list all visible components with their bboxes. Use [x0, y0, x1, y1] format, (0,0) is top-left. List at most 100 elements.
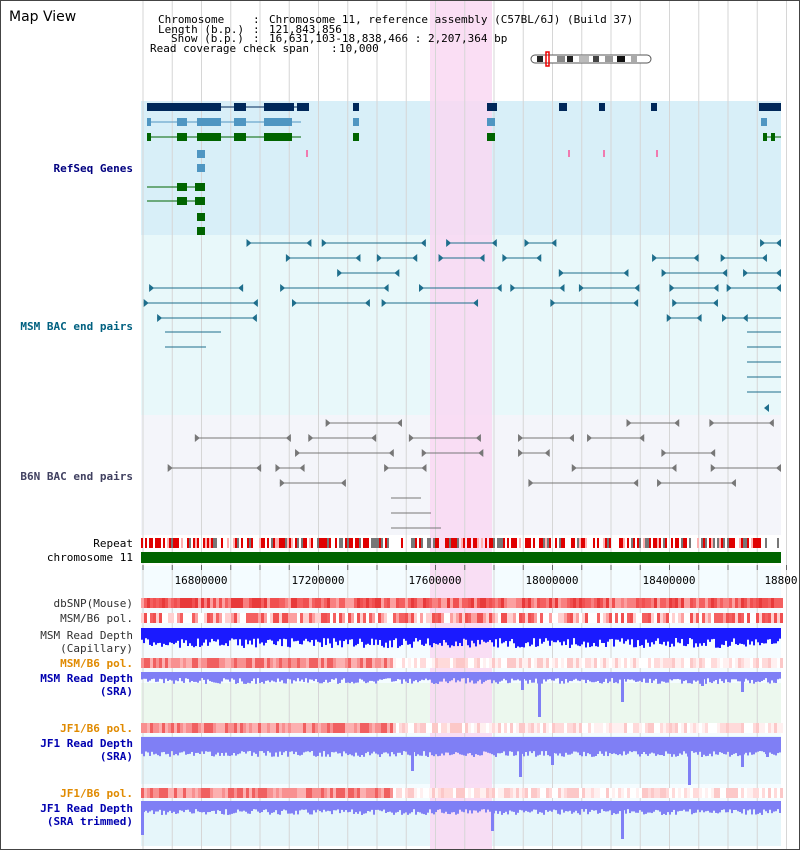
heat-cell	[369, 598, 372, 608]
track-label-refseq-genes[interactable]: RefSeq Genes	[53, 162, 133, 175]
repeat-element	[311, 538, 313, 548]
depth-bar	[223, 801, 225, 815]
depth-bar	[739, 628, 741, 644]
depth-bar	[685, 628, 687, 647]
track-label-msm-depth-capillary[interactable]: MSM Read Depth	[40, 629, 133, 642]
heat-cell	[615, 723, 618, 733]
heat-cell	[255, 598, 258, 608]
depth-bar	[325, 672, 327, 680]
heat-cell	[321, 598, 324, 608]
depth-bar	[519, 672, 521, 681]
depth-bar	[343, 672, 345, 679]
heat-cell	[660, 788, 663, 798]
depth-bar	[751, 628, 753, 642]
depth-bar	[581, 737, 583, 757]
heat-cell	[405, 613, 408, 623]
depth-bar	[365, 628, 367, 645]
heat-cell	[225, 788, 228, 798]
depth-bar	[247, 672, 249, 683]
depth-bar	[183, 672, 185, 683]
heat-cell	[531, 598, 534, 608]
depth-bar	[681, 672, 683, 684]
heat-cell	[441, 613, 444, 623]
depth-bar	[777, 628, 779, 642]
heat-cell	[603, 723, 606, 733]
depth-bar	[419, 737, 421, 756]
depth-bar	[425, 737, 427, 756]
heat-cell	[504, 788, 507, 798]
repeat-element	[579, 538, 581, 548]
track-label-dbsnp[interactable]: dbSNP(Mouse)	[53, 597, 133, 610]
heat-cell	[699, 598, 702, 608]
depth-bar	[697, 737, 699, 755]
heat-cell	[753, 788, 756, 798]
depth-bar	[549, 628, 551, 646]
depth-bar	[249, 628, 251, 641]
depth-bar	[231, 737, 233, 756]
heat-cell	[192, 723, 195, 733]
heat-cell	[348, 658, 351, 668]
depth-bar	[375, 672, 377, 684]
heat-cell	[756, 788, 759, 798]
repeat-element	[335, 538, 337, 548]
depth-bar	[371, 672, 373, 681]
depth-bar	[327, 801, 329, 811]
track-label-jf1-depth-sra[interactable]: JF1 Read Depth	[40, 737, 133, 750]
track-label-msm-depth-sra[interactable]: MSM Read Depth	[40, 672, 133, 685]
heat-cell	[738, 598, 741, 608]
depth-bar	[211, 801, 213, 811]
depth-bar	[681, 628, 683, 639]
track-label-jf1-b6-pol[interactable]: JF1/B6 pol.	[60, 722, 133, 735]
depth-bar	[779, 628, 781, 639]
depth-bar	[369, 672, 371, 681]
track-label-jf1-depth-trimmed[interactable]: JF1 Read Depth	[40, 802, 133, 815]
depth-bar	[425, 801, 427, 815]
depth-bar	[653, 672, 655, 681]
depth-bar	[457, 801, 459, 814]
depth-bar	[485, 672, 487, 681]
repeat-element	[297, 538, 299, 548]
heat-cell	[690, 723, 693, 733]
heat-cell	[492, 598, 495, 608]
depth-bar	[299, 737, 301, 756]
depth-bar	[273, 628, 275, 645]
depth-bar	[307, 628, 309, 642]
depth-bar	[635, 672, 637, 682]
depth-bar	[369, 801, 371, 812]
heat-cell	[207, 788, 210, 798]
heat-cell	[180, 613, 183, 623]
track-label-b6n-bac[interactable]: B6N BAC end pairs	[20, 470, 133, 483]
heat-cell	[537, 613, 540, 623]
track-label-msm-b6-pol-sra[interactable]: MSM/B6 pol.	[60, 657, 133, 670]
depth-bar	[389, 801, 391, 812]
heat-cell	[456, 658, 459, 668]
depth-bar	[379, 628, 381, 640]
bac-end-marker	[536, 254, 542, 262]
heat-cell	[741, 788, 744, 798]
heat-cell	[246, 788, 249, 798]
heat-cell	[456, 723, 459, 733]
track-label-jf1-b6-pol-trimmed[interactable]: JF1/B6 pol.	[60, 787, 133, 800]
depth-bar	[143, 628, 145, 644]
depth-bar	[387, 737, 389, 754]
depth-bar	[475, 628, 477, 647]
depth-bar	[481, 737, 483, 756]
depth-bar	[499, 801, 501, 812]
track-label-msm-bac[interactable]: MSM BAC end pairs	[20, 320, 133, 333]
heat-cell	[768, 613, 771, 623]
heat-cell	[711, 598, 714, 608]
track-label-msm-b6-pol[interactable]: MSM/B6 pol.	[60, 612, 133, 625]
heat-cell	[693, 598, 696, 608]
depth-bar	[253, 801, 255, 810]
heat-cell	[474, 658, 477, 668]
depth-bar	[235, 801, 237, 813]
heat-cell	[588, 788, 591, 798]
heat-cell	[555, 598, 558, 608]
heat-cell	[741, 613, 744, 623]
heat-cell	[555, 658, 558, 668]
heat-cell	[759, 723, 762, 733]
depth-bar	[537, 628, 539, 647]
heat-cell	[657, 788, 660, 798]
heat-cell	[528, 613, 531, 623]
